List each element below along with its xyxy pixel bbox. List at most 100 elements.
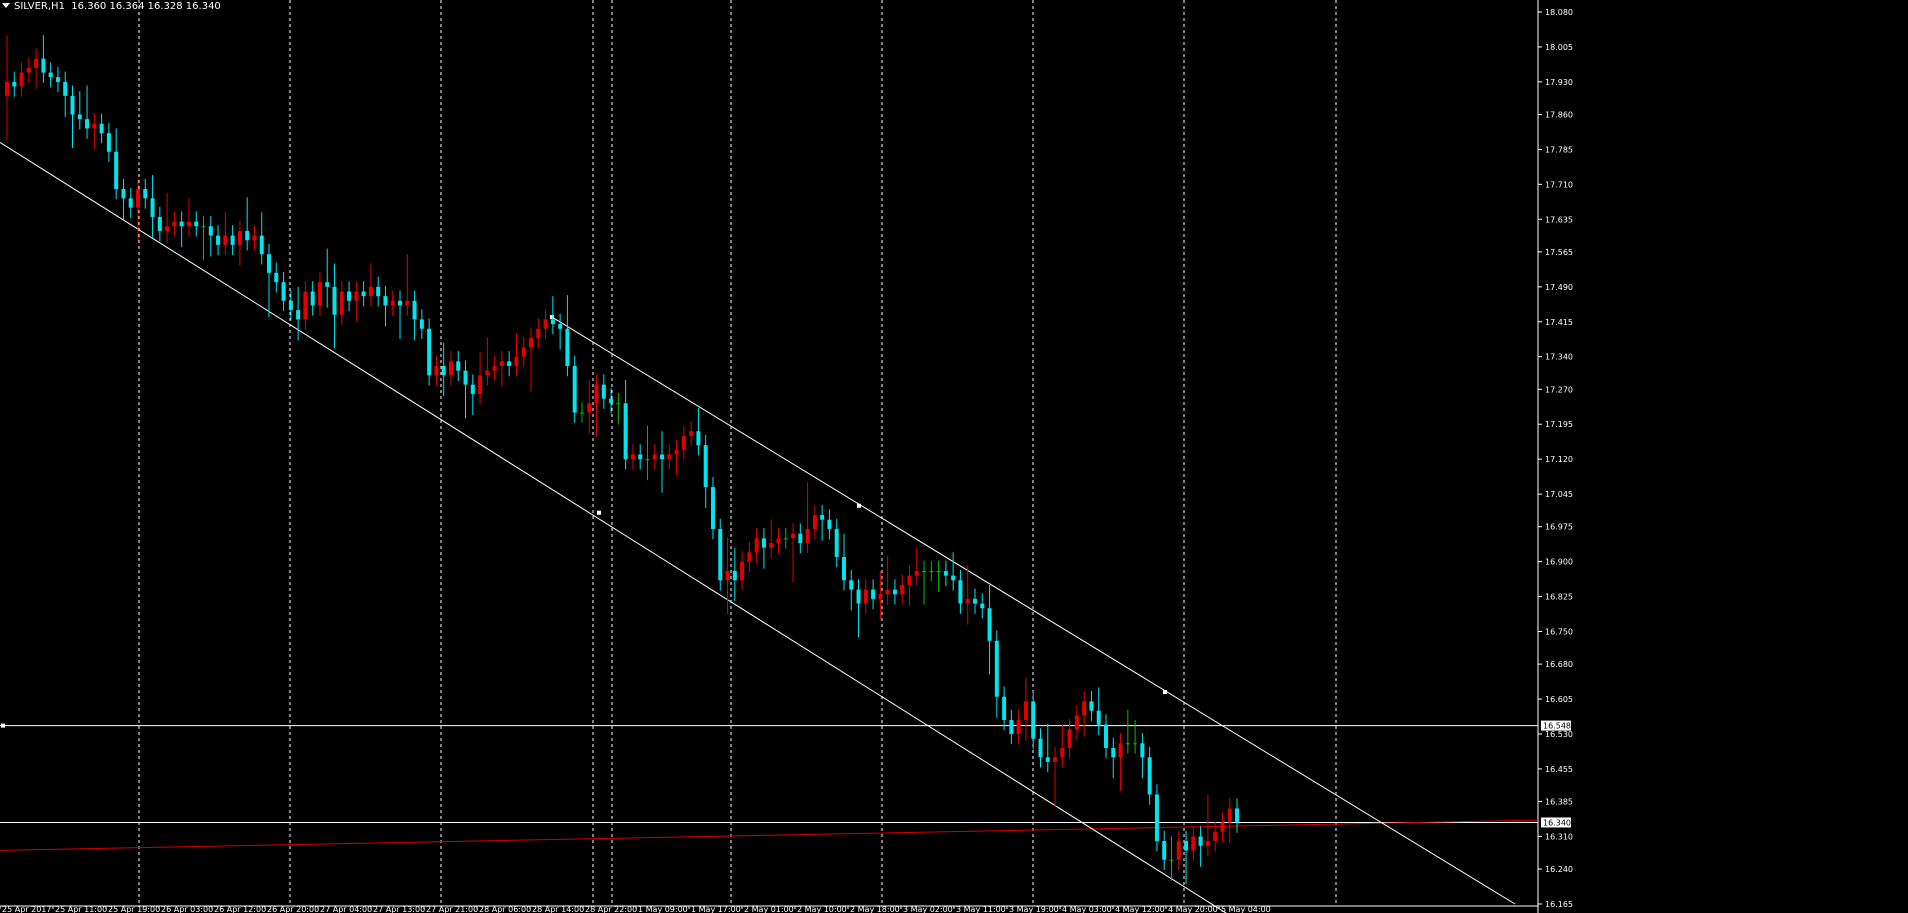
candle-body xyxy=(1147,757,1152,795)
candle-body xyxy=(288,300,293,311)
candle-body xyxy=(972,598,977,604)
price-marker-box xyxy=(1541,720,1571,731)
candle-body xyxy=(725,570,730,581)
candle-body xyxy=(1060,747,1065,758)
y-tick-label: 16.975 xyxy=(1545,523,1573,532)
candle-body xyxy=(740,561,745,581)
candle-body xyxy=(543,319,548,329)
candle-body xyxy=(1009,720,1014,734)
candle-body xyxy=(812,515,817,530)
y-tick-label: 17.340 xyxy=(1545,353,1573,362)
candle-body xyxy=(376,286,381,297)
candle-body xyxy=(1082,701,1087,716)
candle-body xyxy=(616,403,621,405)
candle-body xyxy=(405,300,410,306)
candle-body xyxy=(922,570,927,572)
candle-body xyxy=(201,226,206,228)
red-trend-line xyxy=(0,819,1539,851)
upper-channel-line xyxy=(551,316,1516,905)
candle-body xyxy=(1234,808,1240,823)
candle-body xyxy=(237,230,242,245)
trendline-handle xyxy=(597,510,601,515)
candle-body xyxy=(594,384,599,404)
x-tick-label: 25 Apr 19:00 xyxy=(108,905,160,913)
candle-body xyxy=(383,296,388,306)
candle-body xyxy=(368,286,373,297)
candle-body xyxy=(878,594,883,599)
candle-body xyxy=(871,589,876,599)
candle-body xyxy=(638,454,643,460)
candle-body xyxy=(434,366,439,376)
candle-body xyxy=(1220,822,1225,832)
candle-body xyxy=(419,319,424,329)
candle-body xyxy=(121,189,126,199)
x-tick-label: 26 Apr 12:00 xyxy=(214,905,266,913)
candle-body xyxy=(470,384,475,394)
candle-body xyxy=(1184,841,1189,851)
candle-body xyxy=(339,291,344,315)
candle-body xyxy=(128,198,133,208)
candle-body xyxy=(478,375,483,394)
candle-body xyxy=(965,598,970,604)
candle-body xyxy=(99,123,104,134)
candle-body xyxy=(143,189,148,199)
y-tick-label: 16.310 xyxy=(1545,832,1573,841)
candle-body xyxy=(347,291,352,301)
candle-body xyxy=(987,608,992,641)
candle-body xyxy=(186,221,191,227)
candle-body xyxy=(150,198,155,217)
candle-body xyxy=(136,189,141,208)
candle-body xyxy=(1103,724,1108,748)
candle-body xyxy=(281,282,286,301)
candle-body xyxy=(361,291,366,297)
candle-body xyxy=(1140,743,1145,758)
candle-body xyxy=(761,538,766,548)
candle-body xyxy=(1169,859,1174,861)
candle-body xyxy=(747,552,752,562)
candle-body xyxy=(572,366,577,413)
y-tick-label: 16.825 xyxy=(1545,593,1573,602)
candle-body xyxy=(1125,743,1130,745)
candle-body xyxy=(85,119,90,129)
x-tick-label: 3 May 19:00 xyxy=(1009,905,1059,913)
candle-body xyxy=(689,431,694,436)
candle-body xyxy=(892,589,897,595)
candle-body xyxy=(63,81,68,96)
candle-body xyxy=(325,282,330,287)
candle-body xyxy=(456,361,461,371)
candle-body xyxy=(448,361,453,376)
trendline-handle xyxy=(857,503,861,508)
candle-body xyxy=(1133,743,1138,745)
candle-body xyxy=(1038,738,1043,758)
candle-body xyxy=(19,72,24,87)
candle-body xyxy=(587,403,592,413)
x-tick-label: 2 May 10:00 xyxy=(797,905,847,913)
y-tick-label: 17.930 xyxy=(1545,78,1573,87)
y-tick-label: 17.195 xyxy=(1545,420,1573,429)
candle-body xyxy=(536,328,541,339)
x-tick-label: 1 May 17:00 xyxy=(691,905,741,913)
candle-body xyxy=(980,603,985,609)
candle-body xyxy=(514,356,519,367)
candle-body xyxy=(900,584,905,595)
candle-body xyxy=(550,319,555,325)
trendline-handle xyxy=(1163,690,1167,695)
candle-body xyxy=(994,640,999,697)
candle-body xyxy=(507,361,512,367)
candle-body xyxy=(252,235,257,241)
candle-body xyxy=(259,235,264,255)
candle-body xyxy=(499,361,504,367)
candle-body xyxy=(863,589,868,604)
candle-body xyxy=(1002,696,1007,721)
candle-body xyxy=(798,533,803,544)
candle-body xyxy=(1023,701,1028,721)
dropdown-triangle-icon[interactable] xyxy=(2,3,10,8)
y-tick-label: 16.680 xyxy=(1545,660,1573,669)
candle-body xyxy=(208,226,213,236)
x-tick-label: 2 May 01:00 xyxy=(744,905,794,913)
candle-body xyxy=(674,449,679,455)
candle-body xyxy=(1198,836,1203,846)
candle-body xyxy=(783,538,788,540)
candle-body xyxy=(1045,757,1050,762)
